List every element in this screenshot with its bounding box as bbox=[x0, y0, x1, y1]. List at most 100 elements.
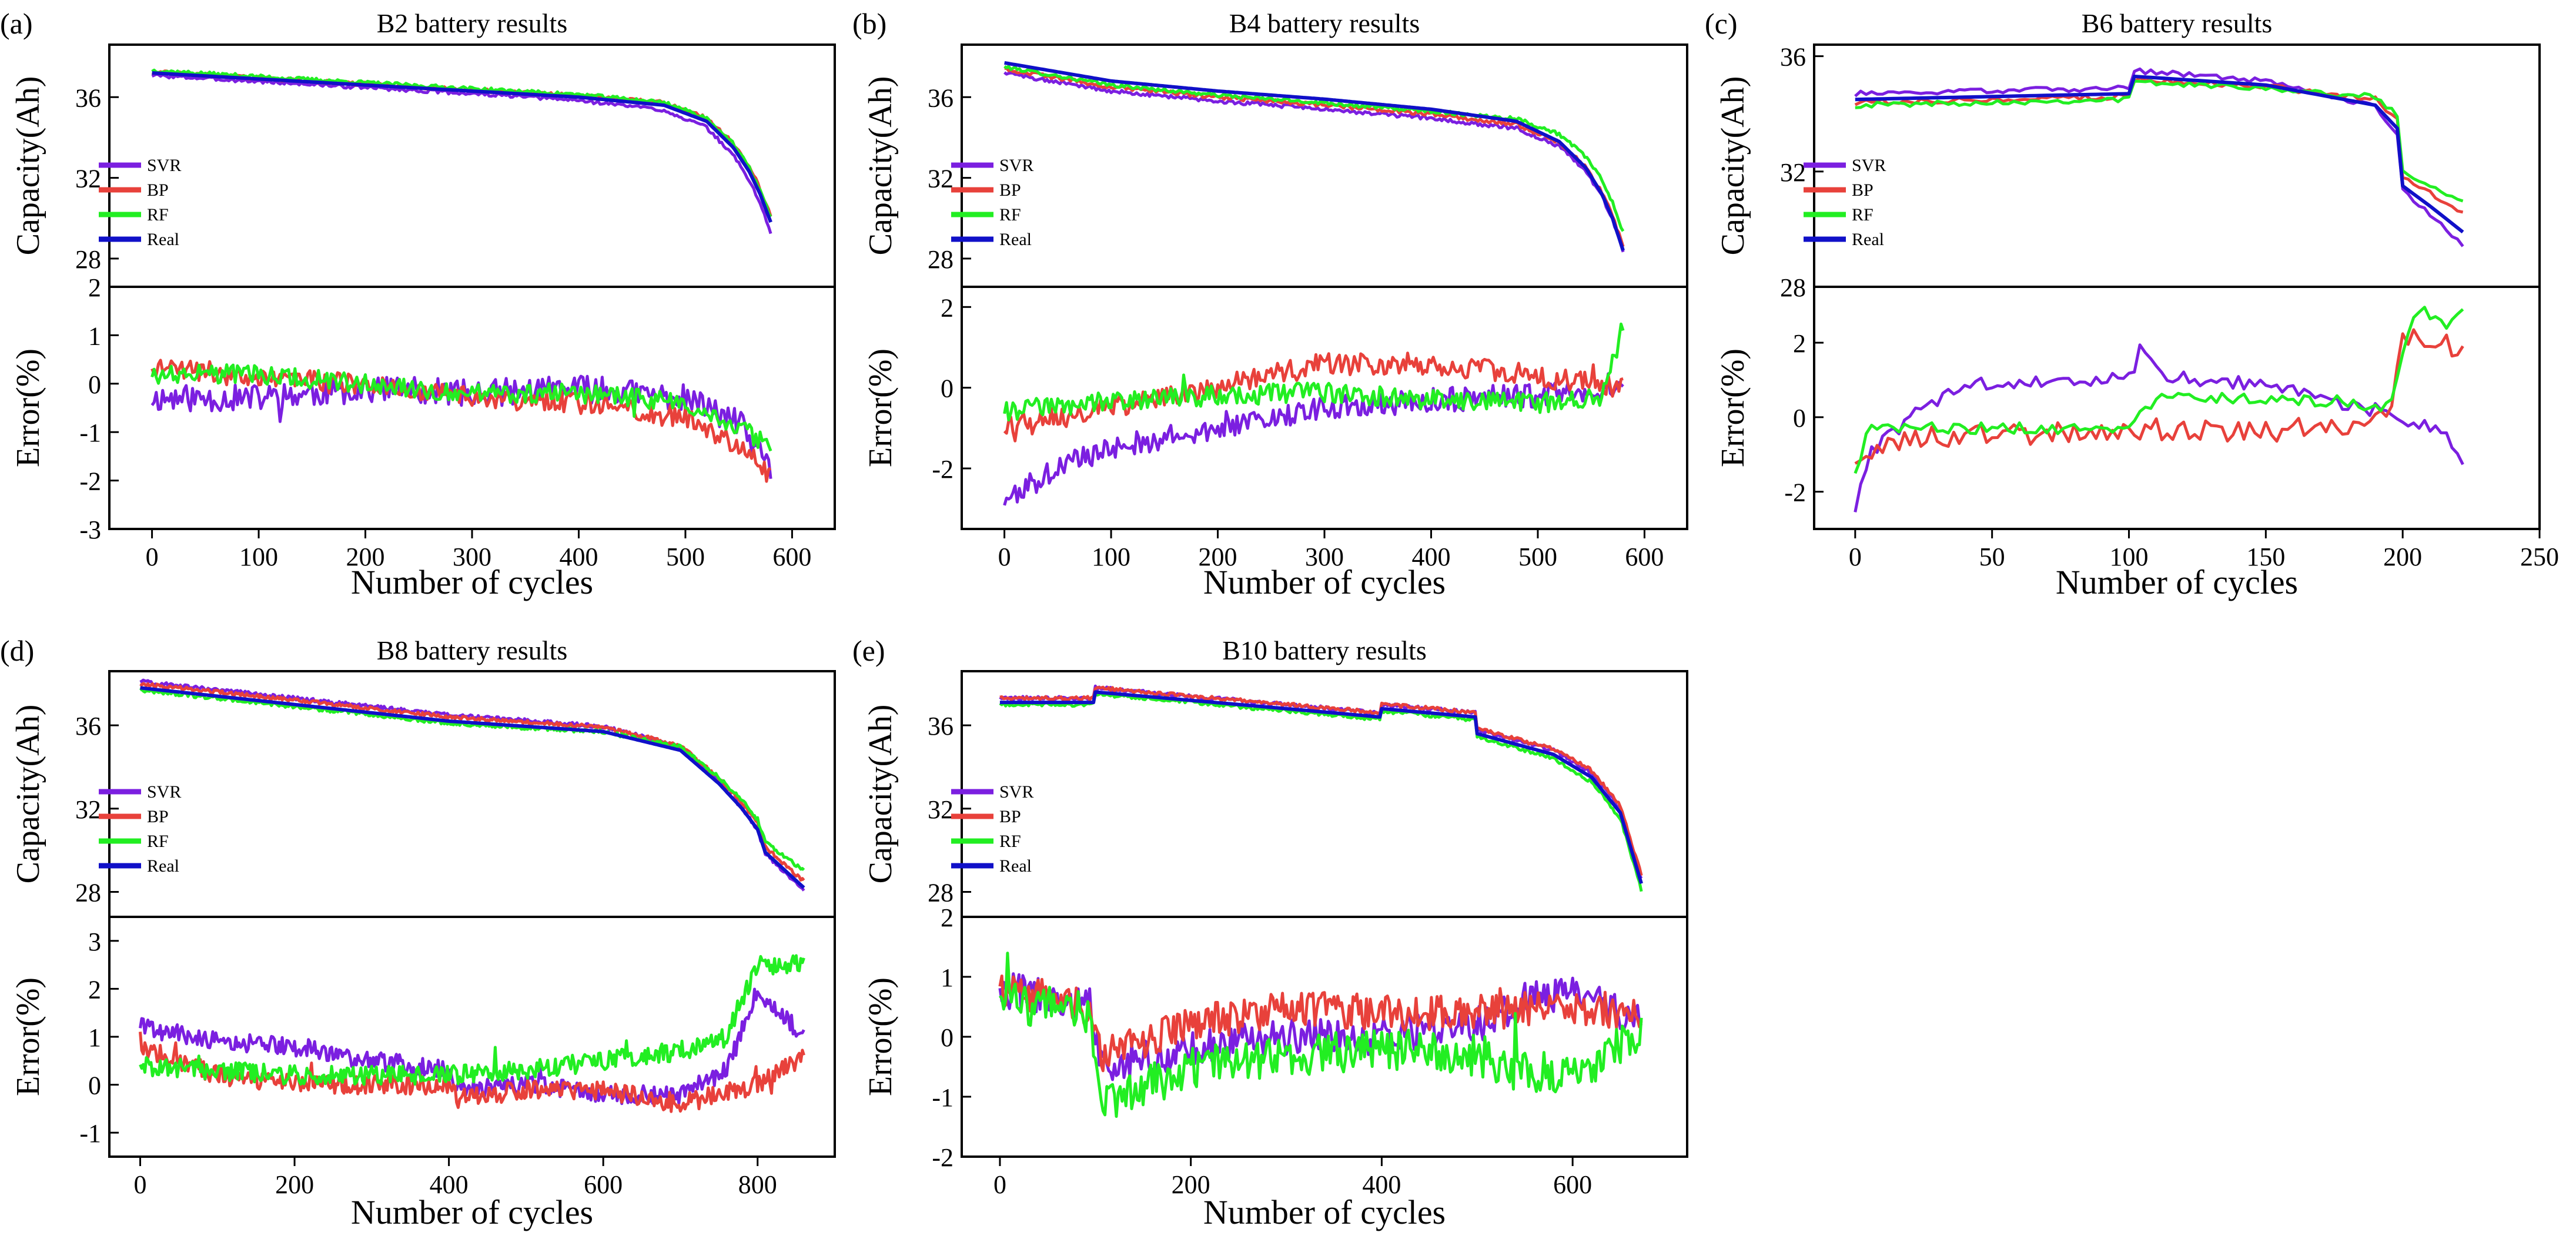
chart-panel: (c) B6 battery results 28 32 36 Capacity(Ah) S… bbox=[1705, 7, 2559, 601]
y-tick-label: 36 bbox=[75, 83, 101, 112]
x-tick-label: 200 bbox=[1199, 542, 1237, 571]
y-tick-label: 2 bbox=[88, 975, 101, 1004]
capacity-series-rf bbox=[1003, 65, 1625, 232]
capacity-series-real bbox=[152, 71, 772, 223]
panel-label: (c) bbox=[1705, 7, 1738, 40]
legend: SVR BP RF Real bbox=[99, 156, 181, 249]
y-tick-label: 28 bbox=[1780, 273, 1806, 302]
y-tick-label: 1 bbox=[88, 1023, 101, 1052]
y-tick-label: 32 bbox=[75, 795, 101, 824]
x-tick-label: 300 bbox=[453, 542, 491, 571]
capacity-plot: 28 32 36 Capacity(Ah) SVR BP RF Real bbox=[862, 43, 1688, 288]
x-tick-label: 400 bbox=[430, 1170, 469, 1199]
error-series-bp bbox=[1854, 328, 2464, 465]
legend: SVR BP RF Real bbox=[1804, 156, 1886, 249]
y-tick-label: 2 bbox=[1793, 329, 1806, 358]
x-tick-label: 0 bbox=[1849, 542, 1862, 571]
capacity-plot: 28 32 36 Capacity(Ah) SVR BP RF Real bbox=[10, 670, 836, 918]
chart-title: B10 battery results bbox=[1222, 635, 1427, 665]
legend-label: RF bbox=[999, 205, 1021, 225]
x-axis-label: Number of cycles bbox=[351, 563, 593, 601]
x-tick-label: 100 bbox=[1092, 542, 1130, 571]
legend-label: RF bbox=[147, 832, 169, 851]
legend-label: BP bbox=[1852, 180, 1874, 200]
y-tick-label: 0 bbox=[88, 370, 101, 399]
y-tick-label: 2 bbox=[88, 273, 101, 302]
y-tick-label: -2 bbox=[932, 1143, 954, 1172]
x-tick-label: 0 bbox=[134, 1170, 147, 1199]
legend-label: RF bbox=[999, 832, 1021, 851]
x-tick-label: 800 bbox=[738, 1170, 777, 1199]
y-axis-label-capacity: Capacity(Ah) bbox=[10, 76, 46, 256]
y-axis-label-error: Error(%) bbox=[862, 349, 899, 467]
legend-label: SVR bbox=[1852, 156, 1886, 175]
legend-label: BP bbox=[999, 180, 1021, 200]
x-tick-label: 600 bbox=[1625, 542, 1664, 571]
capacity-frame bbox=[108, 670, 836, 918]
capacity-series-real bbox=[140, 686, 805, 889]
y-tick-label: 1 bbox=[941, 963, 954, 992]
error-plot: -1 0 1 2 3 Error(%) bbox=[10, 916, 836, 1158]
capacity-plot: 28 32 36 Capacity(Ah) SVR BP RF Real bbox=[862, 670, 1688, 918]
y-tick-label: 0 bbox=[941, 374, 954, 403]
error-plot: -3 -2 -1 0 1 2 Error(%) bbox=[10, 273, 836, 544]
y-tick-label: 28 bbox=[75, 878, 101, 907]
x-tick-label: 200 bbox=[2383, 542, 2422, 571]
error-series-rf bbox=[1003, 322, 1625, 422]
error-series-bp bbox=[150, 359, 772, 483]
capacity-series-real bbox=[1855, 75, 2464, 234]
y-tick-label: 28 bbox=[928, 878, 954, 907]
y-tick-label: 1 bbox=[88, 321, 101, 350]
y-tick-label: 36 bbox=[75, 712, 101, 741]
y-tick-label: 28 bbox=[928, 245, 954, 274]
x-tick-label: 600 bbox=[584, 1170, 623, 1199]
y-axis-label-error: Error(%) bbox=[1715, 349, 1751, 467]
y-axis-label-error: Error(%) bbox=[862, 977, 899, 1096]
capacity-plot: 28 32 36 Capacity(Ah) SVR BP RF Real bbox=[10, 43, 836, 288]
x-tick-label: 400 bbox=[1411, 542, 1450, 571]
error-series-rf bbox=[998, 952, 1643, 1118]
x-tick-label: 100 bbox=[2110, 542, 2149, 571]
legend-label: Real bbox=[999, 230, 1032, 249]
x-axis-label: Number of cycles bbox=[2056, 563, 2298, 601]
error-series-rf bbox=[1854, 306, 2464, 474]
legend: SVR BP RF Real bbox=[951, 156, 1033, 249]
y-axis-label-capacity: Capacity(Ah) bbox=[862, 705, 899, 884]
y-tick-label: 32 bbox=[928, 165, 954, 193]
capacity-series-svr bbox=[151, 72, 772, 235]
legend-label: BP bbox=[147, 180, 169, 200]
y-tick-label: 0 bbox=[88, 1071, 101, 1100]
error-series-bp bbox=[998, 974, 1643, 1073]
capacity-series-real bbox=[1004, 61, 1625, 252]
y-tick-label: 0 bbox=[941, 1023, 954, 1052]
chart-title: B4 battery results bbox=[1229, 8, 1420, 38]
y-tick-label: 28 bbox=[75, 245, 101, 274]
capacity-series-bp bbox=[999, 685, 1643, 876]
y-tick-label: 2 bbox=[941, 903, 954, 932]
y-tick-label: 32 bbox=[928, 795, 954, 824]
y-tick-label: 36 bbox=[928, 83, 954, 112]
x-tick-label: 200 bbox=[275, 1170, 314, 1199]
chart-title: B2 battery results bbox=[377, 8, 568, 38]
capacity-series-bp bbox=[1004, 66, 1625, 247]
legend-label: Real bbox=[147, 230, 179, 249]
y-tick-label: 0 bbox=[1793, 404, 1806, 433]
x-tick-label: 0 bbox=[998, 542, 1011, 571]
x-tick-label: 0 bbox=[146, 542, 159, 571]
legend-label: Real bbox=[1852, 230, 1884, 249]
y-tick-label: 36 bbox=[1780, 43, 1806, 72]
error-plot: -2 -1 0 1 2 Error(%) bbox=[862, 903, 1688, 1172]
legend-label: SVR bbox=[147, 156, 181, 175]
y-tick-label: -3 bbox=[79, 515, 101, 544]
error-series-rf bbox=[139, 954, 805, 1086]
x-tick-label: 600 bbox=[772, 542, 811, 571]
chart-title: B6 battery results bbox=[2082, 8, 2273, 38]
legend: SVR BP RF Real bbox=[99, 782, 181, 876]
y-tick-label: -2 bbox=[932, 455, 954, 484]
x-tick-label: 200 bbox=[346, 542, 385, 571]
panel-label: (b) bbox=[852, 7, 886, 40]
capacity-frame bbox=[108, 43, 836, 288]
y-tick-label: 36 bbox=[928, 712, 954, 741]
capacity-plot: 28 32 36 Capacity(Ah) SVR BP RF Real bbox=[1715, 43, 2541, 302]
